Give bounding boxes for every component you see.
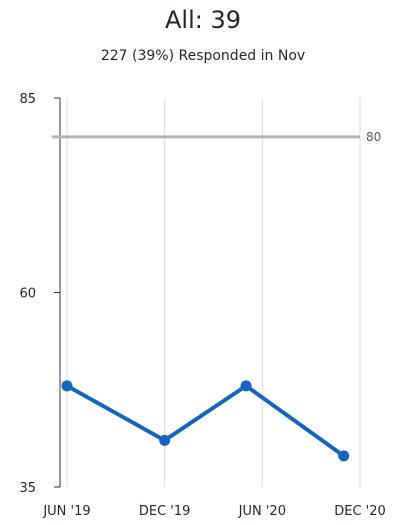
x-tick-label: JUN '20	[238, 504, 286, 519]
reference-line-label: 80	[366, 130, 381, 144]
series-line	[65, 383, 346, 458]
data-point	[159, 434, 171, 446]
x-tick-label: DEC '19	[139, 504, 191, 519]
y-tick-label: 85	[19, 92, 36, 107]
data-point	[240, 380, 252, 392]
chart-subtitle: 227 (39%) Responded in Nov	[100, 48, 306, 64]
data-point	[338, 450, 350, 462]
chart-title: All: 39	[164, 6, 241, 34]
y-tick-label: 35	[19, 481, 36, 496]
y-tick-label: 60	[19, 287, 36, 302]
data-point	[61, 380, 73, 392]
x-tick-label: DEC '20	[334, 504, 386, 519]
x-tick-label: JUN '19	[42, 504, 90, 519]
